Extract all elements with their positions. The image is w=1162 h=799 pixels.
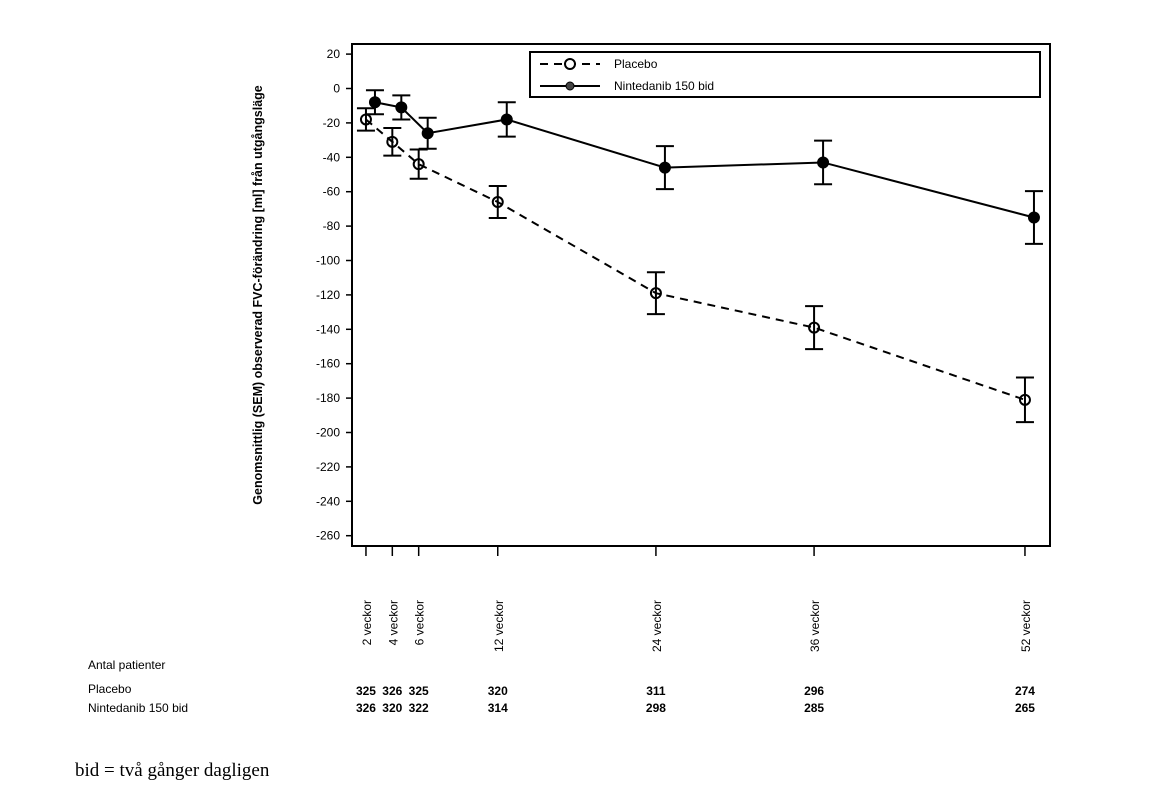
x-tick-label: 24 veckor: [650, 600, 664, 652]
data-point: [395, 101, 408, 114]
patient-count: 325: [408, 684, 429, 698]
patient-count: 274: [1014, 684, 1035, 698]
legend-label-placebo: Placebo: [614, 57, 658, 71]
patient-count: 314: [487, 701, 508, 715]
patient-count: 298: [645, 701, 666, 715]
x-tick-label: 52 veckor: [1019, 600, 1033, 652]
data-point: [368, 96, 381, 109]
y-tick-label: -60: [323, 185, 341, 199]
table-row-label-nintedanib: Nintedanib 150 bid: [88, 701, 189, 715]
x-tick-label: 2 veckor: [360, 600, 374, 645]
y-tick-label: -200: [316, 426, 340, 440]
patient-count: 265: [1014, 701, 1035, 715]
table-row-label-placebo: Placebo: [88, 682, 132, 696]
y-tick-label: -180: [316, 391, 340, 405]
data-point: [421, 127, 434, 140]
x-tick-label: 36 veckor: [808, 600, 822, 652]
patient-count: 320: [487, 684, 508, 698]
patient-count: 326: [382, 684, 403, 698]
y-tick-label: -260: [316, 529, 340, 543]
y-tick-label: -140: [316, 322, 340, 336]
patient-count: 322: [408, 701, 429, 715]
y-axis-label: Genomsnittlig (SEM) observerad FVC-förän…: [251, 85, 265, 505]
y-tick-label: -120: [316, 288, 340, 302]
y-tick-label: -160: [316, 357, 340, 371]
data-point: [1027, 211, 1040, 224]
data-point: [808, 321, 821, 334]
series-line-placebo: [365, 118, 1026, 401]
data-point: [1018, 393, 1031, 406]
x-tick-label: 4 veckor: [386, 600, 400, 645]
y-tick-label: -20: [323, 116, 341, 130]
x-tick-label: 6 veckor: [413, 600, 427, 645]
legend-box: [529, 51, 1041, 98]
y-tick-label: -220: [316, 460, 340, 474]
y-tick-label: -80: [323, 219, 341, 233]
data-point: [412, 158, 425, 171]
y-tick-label: -100: [316, 254, 340, 268]
footnote: bid = två gånger dagligen: [75, 760, 270, 781]
y-tick-label: 0: [333, 82, 340, 96]
y-tick-label: 20: [327, 47, 341, 61]
data-point: [649, 287, 662, 300]
patient-count: 296: [804, 684, 825, 698]
patient-count: 326: [355, 701, 376, 715]
table-header: Antal patienter: [88, 658, 166, 672]
series-line-nintedanib: [374, 101, 1035, 219]
patient-count: 320: [382, 701, 403, 715]
patient-count: 325: [355, 684, 376, 698]
x-tick-label: 12 veckor: [492, 600, 506, 652]
legend-label-nintedanib: Nintedanib 150 bid: [614, 79, 714, 93]
data-point: [658, 161, 671, 174]
y-tick-label: -40: [323, 150, 341, 164]
legend-marker-nintedanib: [565, 81, 575, 91]
data-point: [491, 196, 504, 209]
legend-marker-placebo: [564, 58, 576, 70]
patient-count: 311: [646, 684, 666, 698]
y-tick-label: -240: [316, 494, 340, 508]
data-point: [500, 113, 513, 126]
patient-count: 285: [804, 701, 825, 715]
data-point: [817, 156, 830, 169]
plot-frame: [351, 43, 1051, 547]
data-point: [386, 135, 399, 148]
